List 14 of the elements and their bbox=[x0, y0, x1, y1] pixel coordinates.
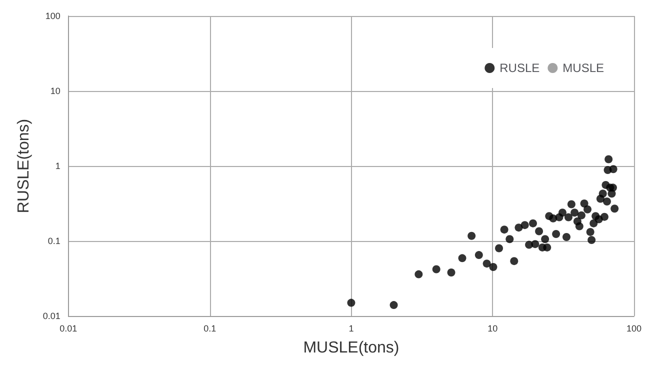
x-axis-title: MUSLE(tons) bbox=[303, 340, 400, 356]
x-tick-label: 10 bbox=[488, 324, 498, 334]
y-tick-label: 10 bbox=[50, 86, 60, 96]
y-tick-label: 1 bbox=[55, 161, 60, 171]
y-axis-title: RUSLE(tons) bbox=[16, 118, 32, 214]
y-tick-label: 0.1 bbox=[48, 236, 60, 246]
legend-label: RUSLE bbox=[500, 61, 540, 75]
y-tick-label: 0.01 bbox=[42, 311, 60, 321]
x-tick-label: 100 bbox=[626, 324, 642, 334]
legend-label: MUSLE bbox=[562, 61, 604, 75]
x-tick-label: 0.01 bbox=[60, 324, 78, 334]
x-tick-label: 1 bbox=[348, 324, 354, 334]
y-tick-label: 100 bbox=[45, 11, 60, 21]
x-tick-label: 0.1 bbox=[204, 324, 216, 334]
